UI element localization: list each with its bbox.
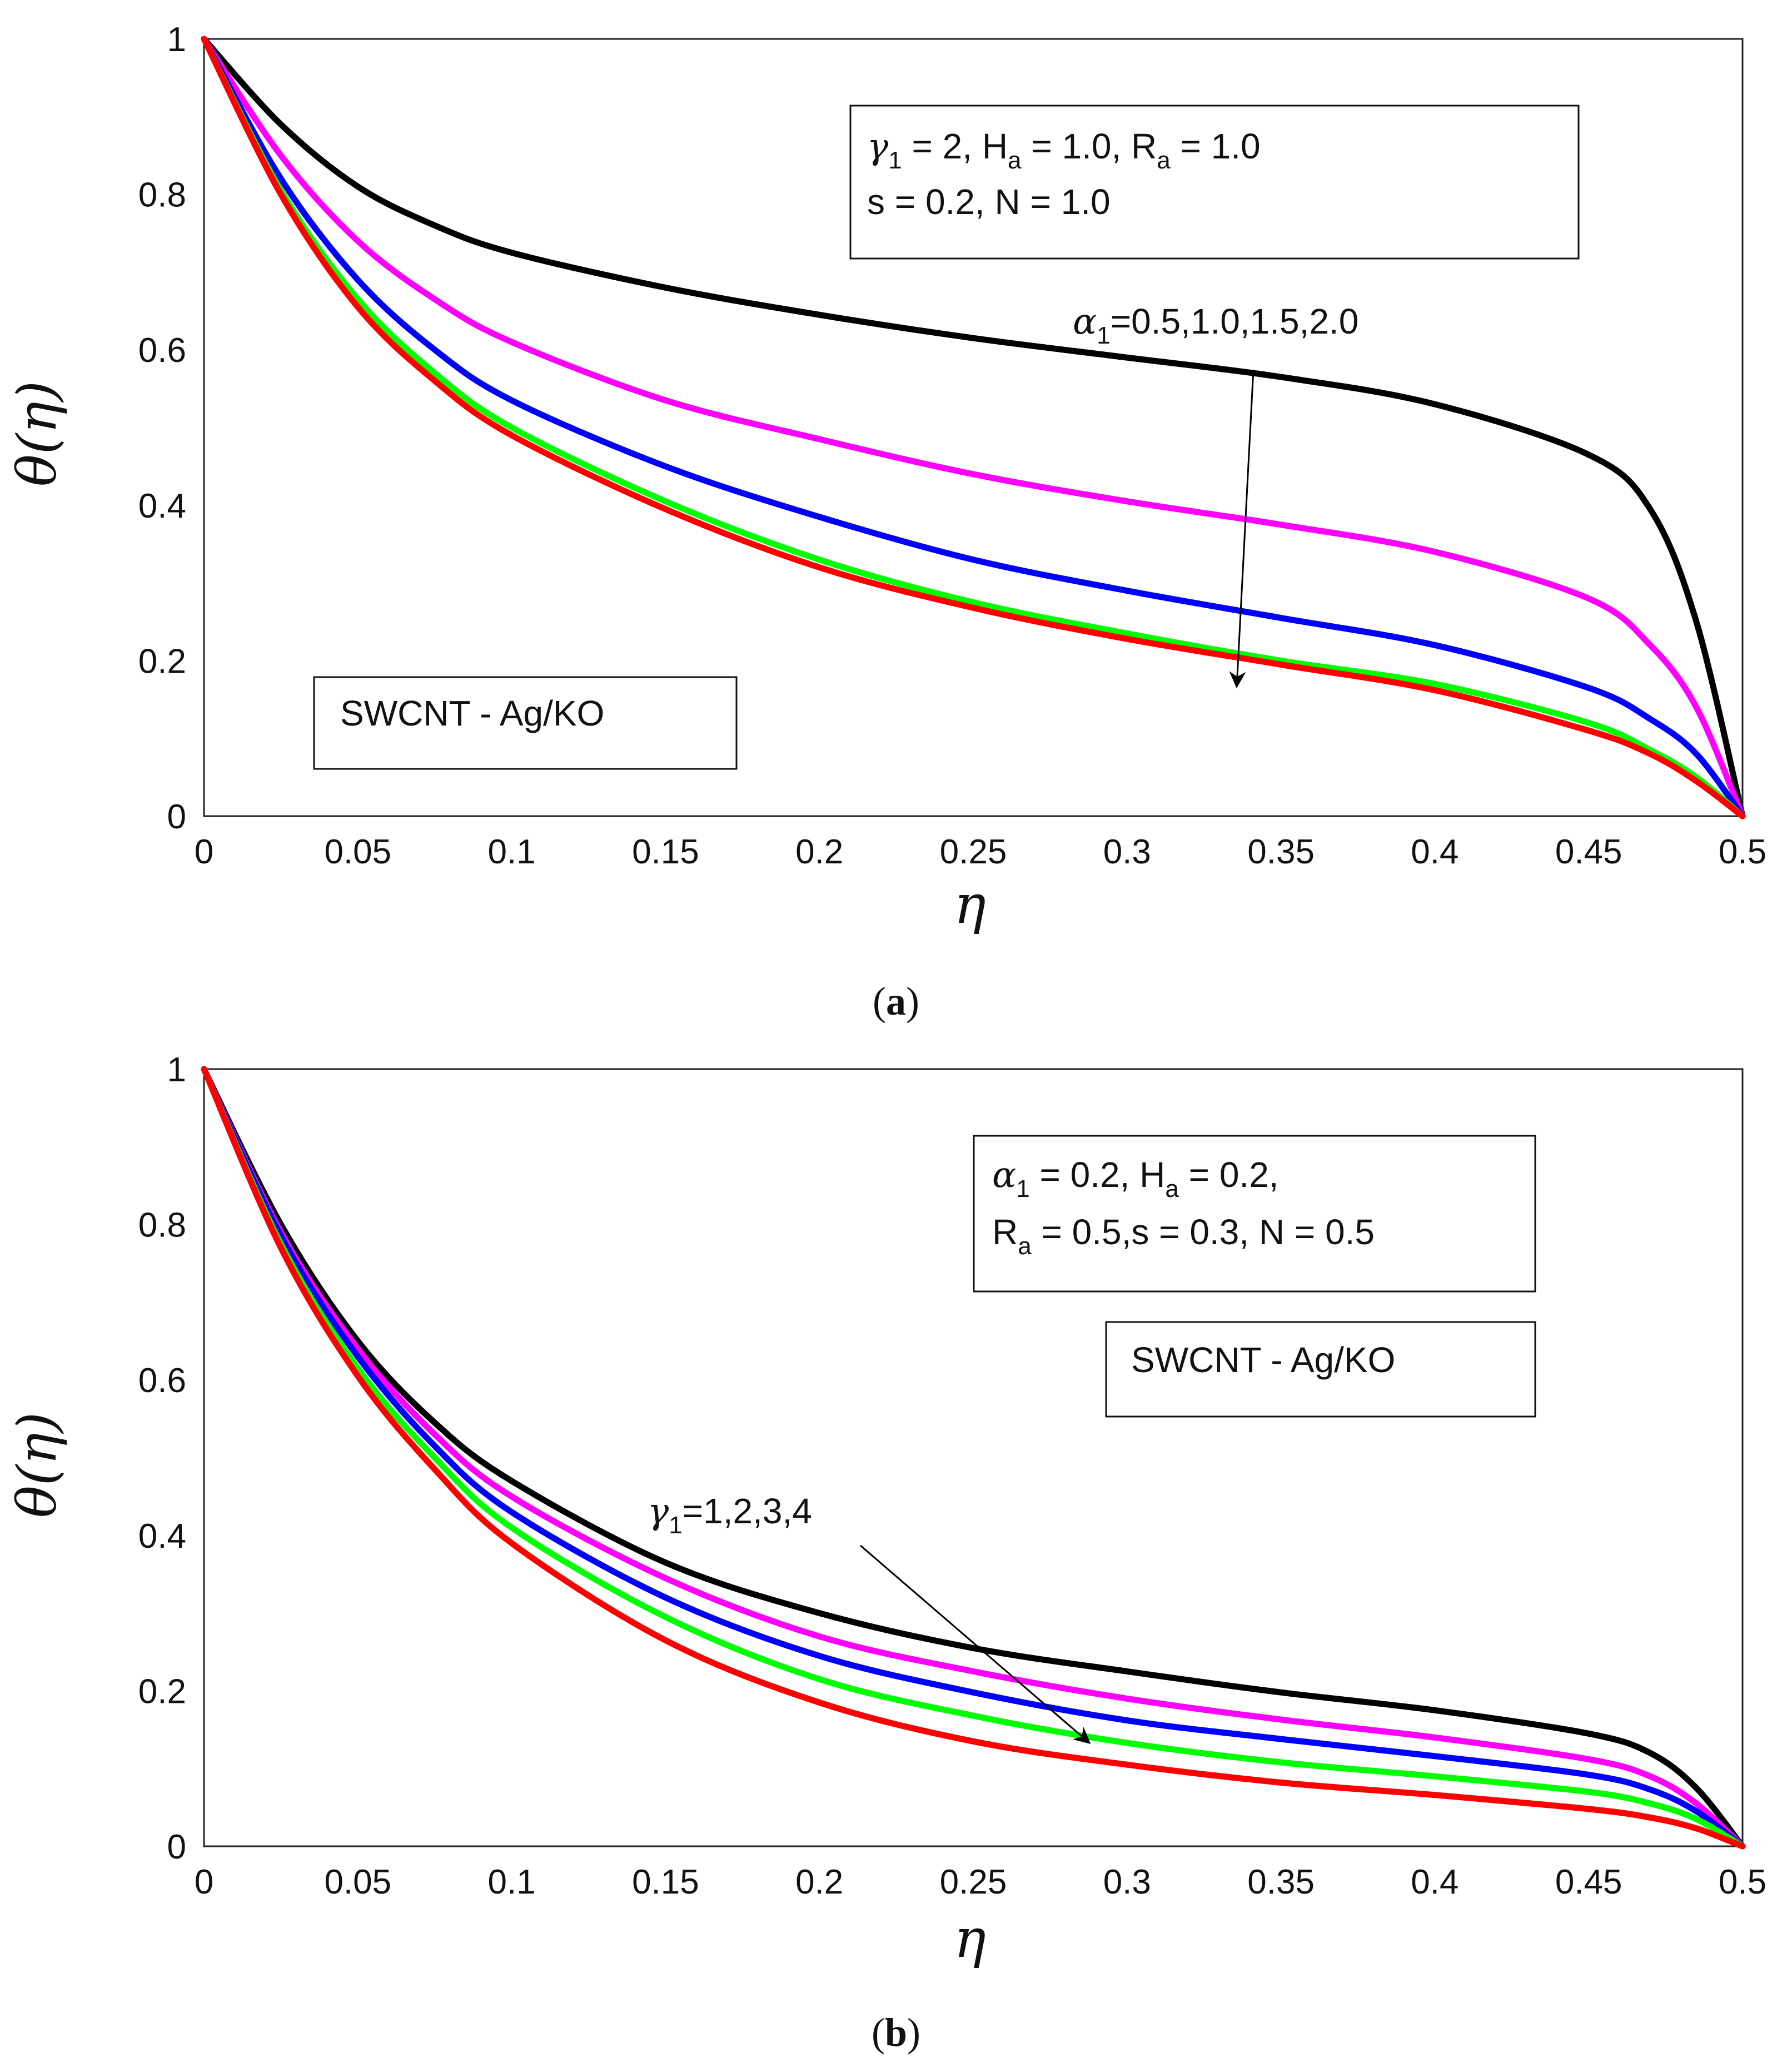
caption-a: (a) (873, 979, 919, 1023)
x-axis-label-a: η (954, 873, 986, 936)
x-tick-label: 0.3 (1103, 833, 1151, 871)
series-line-a-5 (201, 36, 1746, 819)
x-tick-label: 0.5 (1719, 1863, 1766, 1901)
x-tick-label: 0.2 (795, 1863, 843, 1901)
x-tick-label: 0.05 (324, 1863, 391, 1901)
material-box-b (1105, 1321, 1536, 1418)
material-box-a (313, 676, 738, 770)
series-line-a-2 (201, 36, 1746, 819)
y-tick-label: 0.4 (138, 487, 186, 525)
y-tick-label: 0.6 (138, 331, 186, 370)
x-tick-label: 0.35 (1247, 833, 1315, 871)
params-line2-b: Ra = 0.5,s = 0.3, N = 0.5 (992, 1212, 1375, 1260)
y-tick-label: 0.4 (138, 1517, 186, 1556)
params-line2-a: s = 0.2, N = 1.0 (867, 182, 1111, 222)
x-tick-label: 0.35 (1247, 1863, 1315, 1901)
x-tick-label: 0.3 (1103, 1863, 1151, 1901)
x-tick-label: 0 (195, 1863, 213, 1901)
x-tick-label: 0.15 (632, 833, 699, 871)
y-tick-labels-b: 0 0.2 0.4 0.6 0.8 1 (138, 1051, 186, 1866)
y-tick-label: 1 (167, 1051, 186, 1089)
x-tick-label: 0.4 (1411, 833, 1459, 871)
params-line1-b: α1 = 0.2, Ha = 0.2, (992, 1155, 1279, 1203)
arrow-label-b: γ1=1,2,3,4 (648, 1491, 812, 1539)
params-line1-a: γ1 = 2, Ha = 1.0, Ra = 1.0 (867, 126, 1261, 174)
material-label-b: SWCNT - Ag/KO (1131, 1340, 1395, 1380)
y-tick-labels-a: 0 0.2 0.4 0.6 0.8 1 (138, 21, 186, 836)
series-line-a-4 (201, 36, 1746, 819)
y-axis-label-b: θ(η) (6, 1412, 68, 1518)
series-line-b-4 (201, 1066, 1746, 1850)
series-line-b-5 (201, 1066, 1746, 1850)
x-tick-label: 0.45 (1555, 1863, 1622, 1901)
x-tick-label: 0 (195, 833, 213, 871)
x-tick-label: 0.45 (1555, 833, 1622, 871)
y-tick-label: 0.6 (138, 1362, 186, 1400)
series-line-b-2 (201, 1066, 1746, 1850)
y-tick-label: 0.2 (138, 642, 186, 680)
x-tick-label: 0.15 (632, 1863, 699, 1901)
x-tick-label: 0.05 (324, 833, 391, 871)
material-label-a: SWCNT - Ag/KO (340, 693, 604, 733)
x-tick-labels-b: 0 0.05 0.1 0.15 0.2 0.25 0.3 0.35 0.4 0.45 0.5 (195, 1863, 1766, 1901)
series-group-b (201, 1066, 1746, 1850)
x-tick-label: 0.4 (1411, 1863, 1459, 1901)
params-box-b (973, 1135, 1536, 1293)
arrow-b (860, 1544, 1091, 1744)
x-tick-label: 0.1 (487, 833, 535, 871)
params-box-a (849, 105, 1580, 260)
y-tick-label: 0 (167, 1828, 186, 1866)
arrow-label-a: α1=0.5,1.0,1.5,2.0 (1073, 301, 1358, 349)
y-tick-label: 1 (167, 21, 186, 59)
y-tick-label: 0.8 (138, 176, 186, 215)
series-line-b-1 (201, 1066, 1746, 1850)
series-line-a-1 (201, 36, 1746, 819)
x-axis-label-b: η (954, 1907, 986, 1970)
y-tick-label: 0.2 (138, 1672, 186, 1711)
y-tick-label: 0 (167, 798, 186, 836)
x-tick-labels-a: 0 0.05 0.1 0.15 0.2 0.25 0.3 0.35 0.4 0.45 0.5 (195, 833, 1766, 871)
series-line-b-3 (201, 1066, 1746, 1850)
arrow-a (1229, 369, 1255, 688)
chart-panel-a: 0 0.05 0.1 0.15 0.2 0.25 0.3 0.35 0.4 0.45 0.5 0 0.… (6, 21, 1766, 1023)
series-group-a (201, 36, 1746, 819)
caption-b: (b) (872, 2010, 920, 2055)
x-tick-label: 0.25 (940, 833, 1007, 871)
y-axis-label-a: θ(η) (6, 381, 68, 486)
series-line-a-3 (201, 36, 1746, 819)
y-tick-label: 0.8 (138, 1206, 186, 1245)
x-tick-label: 0.2 (795, 833, 843, 871)
x-tick-label: 0.25 (940, 1863, 1007, 1901)
chart-panel-b: 0 0.05 0.1 0.15 0.2 0.25 0.3 0.35 0.4 0.45 0.5 0 0.… (6, 1051, 1766, 2055)
x-tick-label: 0.1 (487, 1863, 535, 1901)
x-tick-label: 0.5 (1719, 833, 1766, 871)
